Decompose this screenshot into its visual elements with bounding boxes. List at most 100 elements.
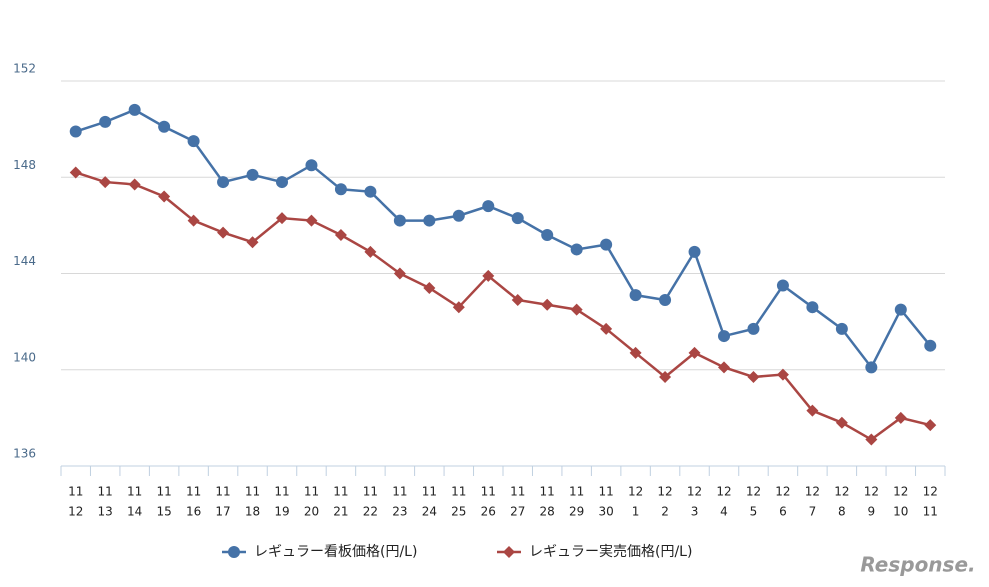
x-tick-label: 11 — [392, 485, 407, 499]
x-tick-label: 18 — [245, 505, 260, 519]
x-tick-label: 11 — [481, 485, 496, 499]
x-tick-label: 12 — [687, 485, 702, 499]
x-tick-label: 12 — [805, 485, 820, 499]
point — [776, 279, 789, 292]
point — [629, 289, 642, 302]
point — [659, 293, 672, 306]
x-tick-label: 11 — [569, 485, 584, 499]
x-tick-label: 10 — [893, 505, 908, 519]
point — [99, 115, 112, 128]
x-tick-label: 11 — [245, 485, 260, 499]
point — [334, 229, 347, 241]
x-tick-label: 26 — [481, 505, 496, 519]
x-tick-label: 22 — [363, 505, 378, 519]
point — [187, 214, 200, 227]
x-tick-label: 12 — [746, 485, 761, 499]
watermark: Response. — [860, 553, 975, 577]
point — [894, 303, 907, 316]
point — [246, 236, 259, 249]
point — [511, 293, 524, 306]
point — [600, 238, 613, 251]
x-tick-label: 11 — [540, 485, 555, 499]
point — [364, 245, 377, 258]
point — [835, 416, 848, 429]
point — [747, 322, 760, 335]
x-tick-label: 11 — [68, 485, 83, 499]
point — [482, 269, 495, 282]
point — [187, 135, 200, 148]
point — [423, 281, 436, 294]
x-tick-label: 12 — [923, 485, 938, 499]
point — [334, 183, 347, 196]
x-tick-label: 16 — [186, 505, 201, 519]
x-tick-label: 12 — [68, 505, 83, 519]
x-tick-label: 8 — [838, 505, 846, 519]
point — [217, 226, 230, 239]
x-tick-label: 5 — [750, 505, 758, 519]
point — [541, 298, 554, 311]
x-tick-label: 12 — [864, 485, 879, 499]
x-tick-label: 4 — [720, 505, 728, 519]
point — [600, 322, 613, 335]
x-tick-label: 21 — [333, 505, 348, 519]
point — [718, 361, 730, 374]
x-tick-label: 30 — [598, 505, 613, 519]
point — [629, 346, 642, 359]
point — [865, 433, 878, 446]
point — [688, 346, 701, 359]
point — [835, 322, 848, 335]
point — [246, 168, 259, 181]
x-tick-label: 11 — [333, 485, 348, 499]
x-tick-label: 2 — [661, 505, 669, 519]
x-tick-label: 23 — [392, 505, 407, 519]
point — [99, 176, 112, 189]
point — [393, 214, 406, 227]
point — [806, 301, 819, 314]
x-tick-label: 3 — [691, 505, 699, 519]
legend-marker — [228, 546, 240, 558]
x-tick-label: 11 — [186, 485, 201, 499]
x-tick-label: 20 — [304, 505, 319, 519]
x-tick-label: 29 — [569, 505, 584, 519]
x-tick-label: 11 — [156, 485, 171, 499]
point — [393, 267, 406, 280]
y-tick-label: 140 — [13, 350, 36, 364]
x-tick-label: 11 — [304, 485, 319, 499]
point — [924, 339, 937, 352]
point — [276, 212, 288, 225]
x-tick-label: 12 — [657, 485, 672, 499]
point — [806, 404, 819, 417]
point — [158, 120, 171, 133]
x-tick-label: 1 — [632, 505, 640, 519]
x-tick-label: 11 — [923, 505, 938, 519]
x-tick-label: 28 — [540, 505, 555, 519]
x-tick-label: 11 — [451, 485, 466, 499]
x-tick-label: 25 — [451, 505, 466, 519]
legend-marker — [503, 546, 515, 558]
point — [128, 178, 141, 191]
point — [747, 370, 760, 383]
point — [69, 166, 82, 179]
point — [894, 411, 907, 424]
point — [659, 370, 672, 383]
point — [482, 200, 495, 213]
legend-label: レギュラー看板価格(円/L) — [254, 544, 417, 560]
x-tick-label: 6 — [779, 505, 787, 519]
x-tick-label: 12 — [775, 485, 790, 499]
point — [511, 212, 524, 225]
x-tick-label: 12 — [716, 485, 731, 499]
point — [128, 103, 141, 116]
point — [305, 159, 318, 172]
x-tick-label: 12 — [893, 485, 908, 499]
point — [570, 243, 583, 256]
y-tick-label: 144 — [13, 254, 36, 268]
x-tick-label: 17 — [215, 505, 230, 519]
line — [75, 108, 932, 370]
point — [924, 419, 937, 432]
y-tick-label: 148 — [13, 158, 36, 172]
line — [75, 171, 931, 442]
x-tick-label: 15 — [156, 505, 171, 519]
x-tick-label: 7 — [809, 505, 817, 519]
x-tick-label: 11 — [363, 485, 378, 499]
